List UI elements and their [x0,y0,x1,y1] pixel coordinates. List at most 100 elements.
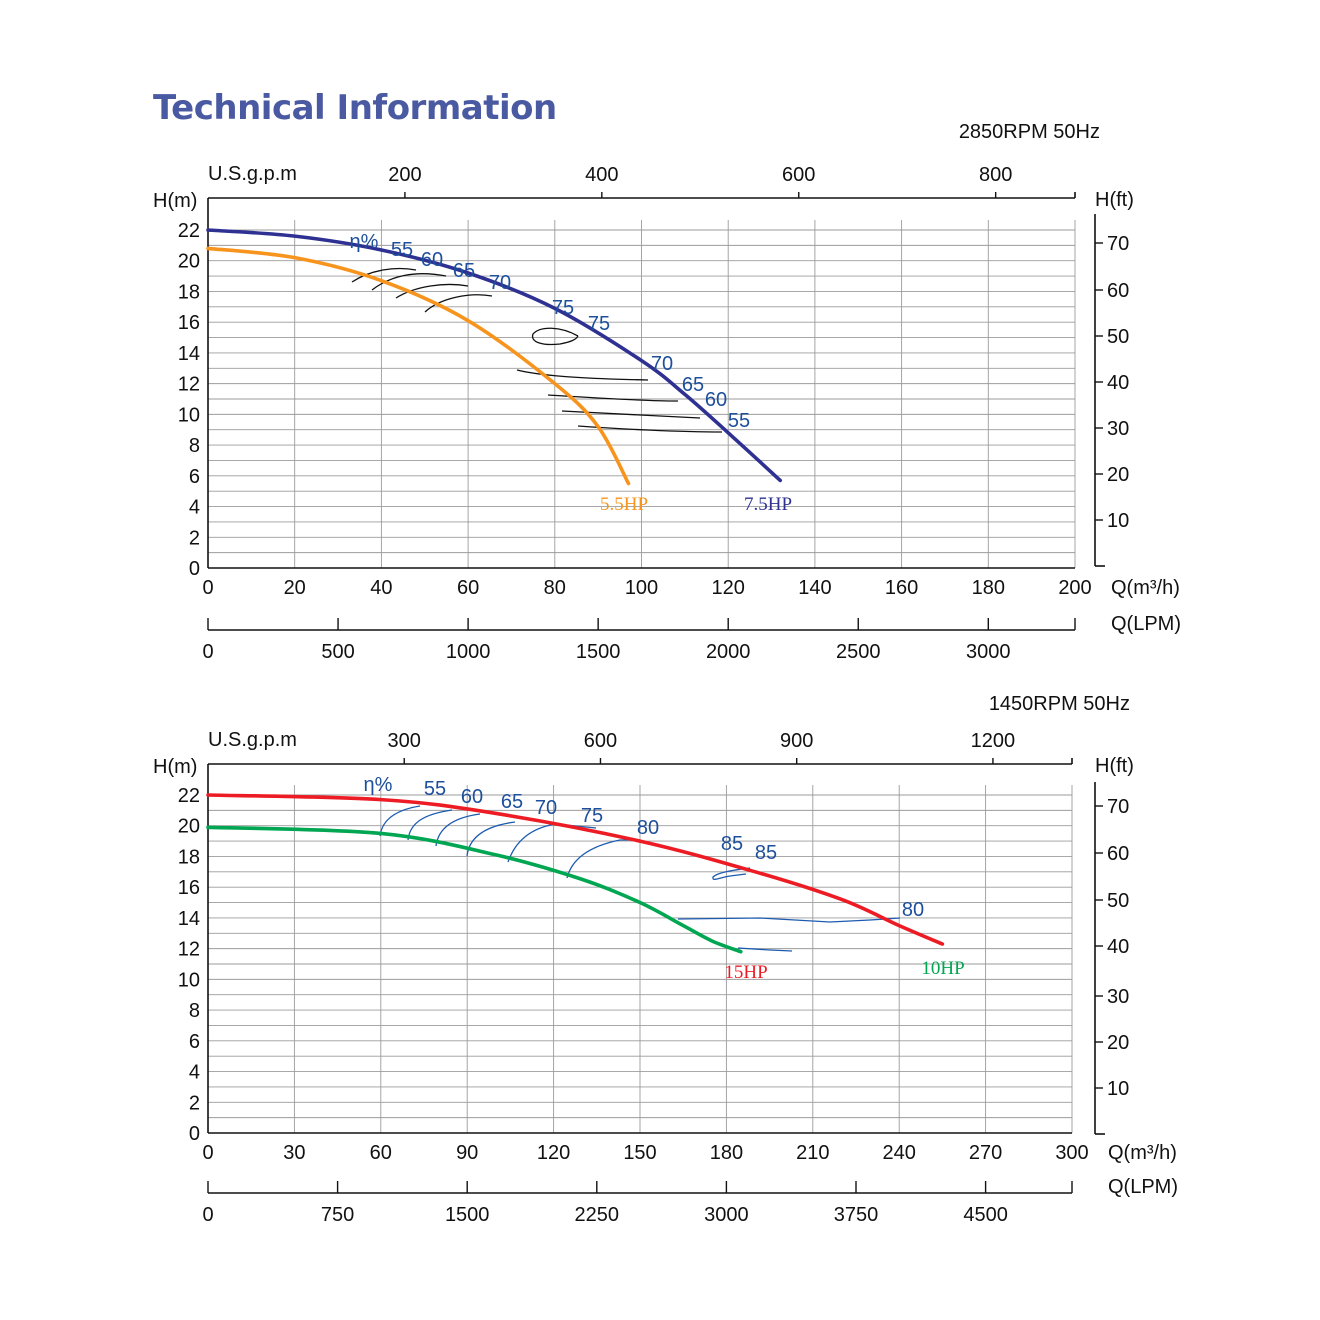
ft-tick-label: 40 [1107,372,1129,394]
lpm-tick-label: 0 [202,1204,213,1226]
lpm-tick-label: 1500 [576,641,621,663]
efficiency-contours [351,267,723,433]
series-line-5.5hp [206,246,631,486]
y-tick-label: 12 [178,374,200,396]
ft-tick-label: 60 [1107,843,1129,865]
ft-tick-label: 10 [1107,510,1129,532]
efficiency-symbol: η% [350,231,379,253]
lpm-tick-label: 1000 [446,641,491,663]
x-tick-label: 150 [623,1142,656,1164]
gpm-tick-label: 400 [585,164,618,186]
y-tick-label: 6 [189,466,200,488]
lpm-tick-label: 3750 [834,1204,879,1226]
efficiency-label: 75 [552,297,574,319]
y-tick-label: 8 [189,435,200,457]
efficiency-contour [561,410,701,419]
x-tick-label: 30 [283,1142,305,1164]
efficiency-contour [737,947,793,952]
efficiency-label: 65 [453,260,475,282]
efficiency-contour [371,273,447,291]
x-tick-label: 90 [456,1142,478,1164]
lpm-axis-label: Q(LPM) [1108,1176,1178,1198]
grid [208,785,1073,1134]
efficiency-label: 60 [421,249,443,271]
lpm-tick-label: 2000 [706,641,751,663]
x-tick-label: 160 [885,577,918,599]
efficiency-label: 75 [588,313,610,335]
series-label-5.5hp: 5.5HP [600,494,648,515]
y-tick-label: 22 [178,785,200,807]
efficiency-label: 55 [728,410,750,432]
efficiency-contour [547,394,679,402]
y-tick-label: 4 [189,1062,200,1084]
efficiency-label: 65 [501,791,523,813]
y-tick-label: 16 [178,312,200,334]
series-line-15hp [206,793,945,946]
series-line-7.5hp [206,228,783,483]
y-tick-label: 2 [189,527,200,549]
efficiency-contour [395,283,469,299]
efficiency-label: 85 [721,833,743,855]
efficiency-contour [351,267,417,283]
efficiency-label: 80 [902,899,924,921]
page-title: Technical Information [153,88,557,128]
efficiency-contour [466,821,516,857]
gpm-axis-label: U.S.g.p.m [208,729,297,751]
x-tick-label: 80 [544,577,566,599]
ft-tick-label: 30 [1107,986,1129,1008]
lpm-tick-label: 2250 [575,1204,620,1226]
lpm-axis-label: Q(LPM) [1111,613,1181,635]
efficiency-contour [677,917,901,923]
chart-2: 1450RPM 50Hz H(m) 0 2 4 6 8 10 12 14 16 18 20 22 0 30 60… [153,693,1178,1226]
x-axis-label: Q(m³/h) [1111,577,1180,599]
ft-tick-label: 20 [1107,1032,1129,1054]
x-tick-label: 60 [370,1142,392,1164]
lpm-tick-label: 3000 [966,641,1011,663]
x-tick-label: 120 [537,1142,570,1164]
ft-tick-label: 10 [1107,1078,1129,1100]
x-tick-label: 100 [625,577,658,599]
gpm-tick-label: 600 [584,730,617,752]
lpm-tick-label: 0 [202,641,213,663]
series-label-15hp: 15HP [724,962,767,983]
grid [208,220,1076,569]
y-tick-label: 8 [189,1000,200,1022]
efficiency-label: 70 [535,797,557,819]
efficiency-label: 80 [637,817,659,839]
ft-tick-label: 20 [1107,464,1129,486]
x-tick-label: 180 [710,1142,743,1164]
speed-label: 1450RPM 50Hz [989,693,1130,715]
x-tick-label: 0 [202,1142,213,1164]
gpm-tick-label: 900 [780,730,813,752]
gpm-tick-label: 600 [782,164,815,186]
x-tick-label: 40 [370,577,392,599]
chart-1: 2850RPM 50Hz H(m) 0 2 4 6 8 10 12 14 16 18 20 22 0 20 40… [153,121,1181,663]
lpm-tick-label: 4500 [963,1204,1008,1226]
efficiency-label: 55 [424,778,446,800]
gpm-tick-label: 800 [979,164,1012,186]
series-label-10hp: 10HP [921,958,964,979]
ft-axis-label: H(ft) [1095,755,1134,777]
x-tick-label: 0 [202,577,213,599]
ft-tick-label: 70 [1107,796,1129,818]
speed-label: 2850RPM 50Hz [959,121,1100,143]
x-tick-label: 140 [798,577,831,599]
x-tick-label: 20 [284,577,306,599]
y-tick-label: 14 [178,908,200,930]
x-tick-label: 120 [712,577,745,599]
lpm-tick-label: 2500 [836,641,881,663]
x-axis-label: Q(m³/h) [1108,1142,1177,1164]
y-axis-label: H(m) [153,190,197,212]
y-tick-label: 0 [189,558,200,580]
series-line-10hp [206,825,743,954]
y-tick-label: 16 [178,877,200,899]
gpm-axis-label: U.S.g.p.m [208,163,297,185]
efficiency-label: 70 [489,272,511,294]
efficiency-contour [516,369,649,381]
x-tick-label: 210 [796,1142,829,1164]
x-tick-label: 240 [883,1142,916,1164]
ft-tick-label: 70 [1107,233,1129,255]
y-axis-label: H(m) [153,756,197,778]
y-tick-label: 6 [189,1031,200,1053]
